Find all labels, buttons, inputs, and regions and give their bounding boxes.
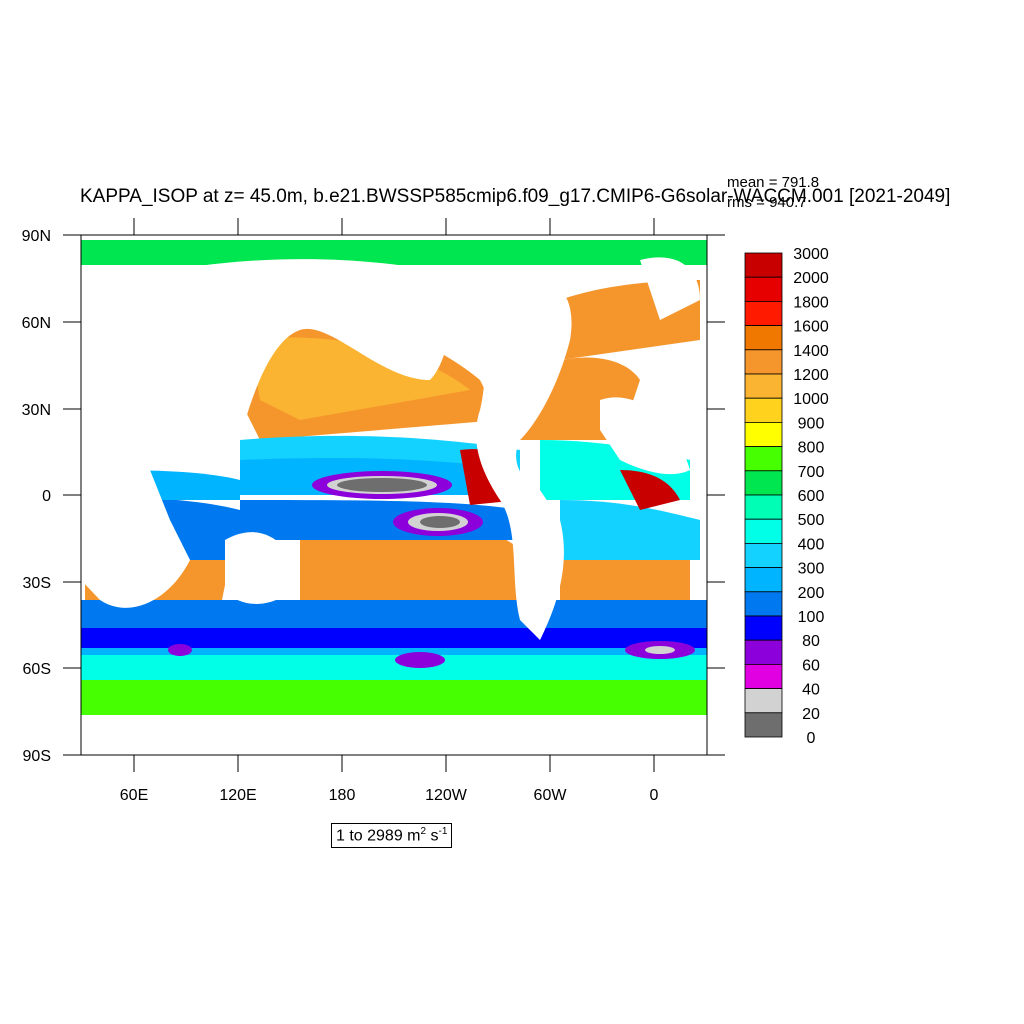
colorbar-label: 1400 — [793, 343, 829, 360]
colorbar-swatch — [744, 543, 783, 569]
colorbar-swatch — [744, 300, 783, 326]
lat-label-90s: 90S — [23, 748, 51, 765]
colorbar-labels: 3000200018001600140012001000900800700600… — [793, 246, 829, 747]
range-exp1: 2 — [420, 826, 427, 837]
value-range-box: 1 to 2989 m2 s-1 — [331, 823, 453, 849]
lon-label-120w: 120W — [425, 787, 468, 804]
range-mid: s — [426, 827, 439, 845]
lat-label-90n: 90N — [22, 228, 51, 245]
lat-label-0: 0 — [42, 488, 51, 505]
ocean-field — [81, 235, 707, 755]
colorbar-swatch — [744, 421, 783, 447]
colorbar-swatch — [744, 615, 783, 641]
lon-label-0: 0 — [650, 787, 659, 804]
colorbar-swatch — [744, 664, 783, 690]
colorbar-swatch — [744, 252, 783, 278]
colorbar-label: 60 — [802, 657, 820, 674]
colorbar-label: 700 — [798, 464, 825, 481]
colorbar-label: 0 — [807, 730, 816, 747]
range-exp2: -1 — [438, 826, 448, 837]
lon-label-180: 180 — [329, 787, 356, 804]
colorbar-label: 400 — [798, 536, 825, 553]
lat-ticks — [63, 234, 725, 756]
colorbar-swatch — [744, 325, 783, 351]
range-prefix: 1 to 2989 m — [336, 827, 421, 845]
colorbar-swatch — [744, 470, 783, 496]
colorbar-swatch — [744, 494, 783, 520]
colorbar-swatch — [744, 591, 783, 617]
colorbar-label: 40 — [802, 682, 820, 699]
colorbar-label: 2000 — [793, 270, 829, 287]
colorbar-swatch — [744, 276, 783, 302]
colorbar-label: 200 — [798, 585, 825, 602]
rms-stat: rms = 940.7 — [727, 194, 807, 211]
colorbar-swatch — [744, 446, 783, 472]
mean-stat: mean = 791.8 — [727, 174, 820, 191]
lat-label-60s: 60S — [23, 661, 51, 678]
lon-label-60e: 60E — [120, 787, 148, 804]
colorbar-label: 900 — [798, 415, 825, 432]
colorbar-swatch — [744, 397, 783, 423]
lat-label-30s: 30S — [23, 575, 51, 592]
colorbar-swatch — [744, 712, 783, 738]
colorbar-swatch — [744, 639, 783, 665]
colorbar-label: 100 — [798, 609, 825, 626]
colorbar-label: 800 — [798, 440, 825, 457]
colorbar-swatch — [744, 688, 783, 714]
lon-label-60w: 60W — [534, 787, 568, 804]
colorbar-label: 600 — [798, 488, 825, 505]
colorbar-swatch — [744, 518, 783, 544]
colorbar-label: 1600 — [793, 319, 829, 336]
plot-title: KAPPA_ISOP at z= 45.0m, b.e21.BWSSP585cm… — [80, 186, 951, 207]
colorbar-label: 300 — [798, 561, 825, 578]
colorbar-label: 1000 — [793, 391, 829, 408]
colorbar-label: 20 — [802, 706, 820, 723]
colorbar-label: 500 — [798, 512, 825, 529]
colorbar-swatch — [744, 373, 783, 399]
lon-ticks — [133, 218, 655, 772]
colorbar-label: 1200 — [793, 367, 829, 384]
lat-label-30n: 30N — [22, 402, 51, 419]
colorbar — [744, 252, 783, 738]
colorbar-swatch — [744, 567, 783, 593]
colorbar-label: 3000 — [793, 246, 829, 263]
lat-label-60n: 60N — [22, 315, 51, 332]
lon-label-120e: 120E — [219, 787, 256, 804]
colorbar-label: 80 — [802, 633, 820, 650]
colorbar-swatch — [744, 349, 783, 375]
colorbar-label: 1800 — [793, 294, 829, 311]
